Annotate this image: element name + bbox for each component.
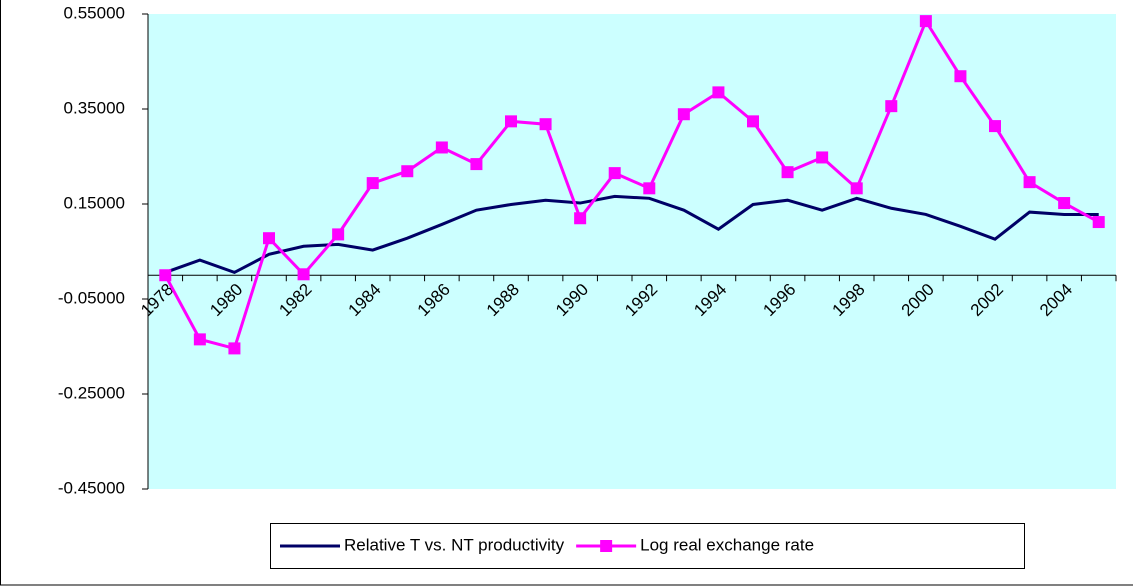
- data-point: [919, 15, 932, 28]
- legend-label: Relative T vs. NT productivity: [344, 535, 565, 554]
- legend-marker: [600, 540, 613, 552]
- data-point: [263, 232, 275, 245]
- data-point: [539, 118, 552, 131]
- data-point: [332, 228, 345, 241]
- data-point: [677, 108, 690, 121]
- data-point: [781, 166, 794, 179]
- data-point: [193, 333, 206, 346]
- legend-box: [270, 523, 1025, 569]
- data-point: [608, 167, 621, 180]
- series-line: [163, 17, 1100, 351]
- data-point: [1092, 216, 1105, 229]
- data-point: [366, 177, 379, 190]
- data-point: [159, 269, 172, 282]
- data-point: [401, 165, 414, 178]
- y-tick-label: -0.45000: [58, 478, 125, 497]
- data-point: [850, 182, 863, 195]
- data-point: [505, 115, 517, 128]
- data-point: [435, 141, 448, 154]
- data-point: [1023, 176, 1036, 189]
- data-point: [470, 158, 483, 171]
- data-point: [885, 100, 898, 113]
- data-point: [1058, 197, 1071, 210]
- data-point: [297, 268, 310, 281]
- y-tick-label: 0.15000: [64, 193, 125, 212]
- legend-label: Log real exchange rate: [640, 535, 814, 554]
- data-point: [816, 151, 829, 164]
- y-tick-label: -0.05000: [58, 288, 125, 307]
- data-point: [228, 342, 241, 355]
- plot-area: [148, 14, 1116, 489]
- y-tick-label: 0.55000: [64, 3, 125, 22]
- y-tick-label: -0.25000: [58, 383, 125, 402]
- y-tick-label: 0.35000: [64, 98, 125, 117]
- data-point: [989, 120, 1001, 133]
- series-line: [164, 194, 1099, 275]
- data-point: [954, 70, 967, 83]
- data-point: [747, 115, 759, 128]
- data-point: [712, 86, 725, 99]
- data-point: [643, 182, 656, 195]
- data-point: [574, 212, 587, 225]
